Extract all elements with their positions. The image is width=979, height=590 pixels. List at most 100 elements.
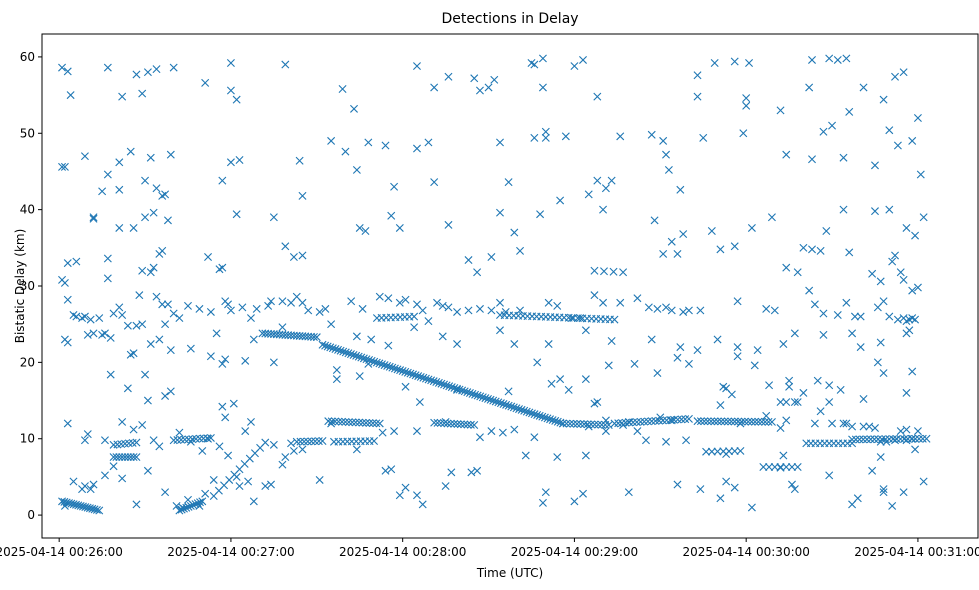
data-point xyxy=(218,359,227,368)
data-point xyxy=(679,307,688,316)
data-point xyxy=(579,489,588,498)
data-point xyxy=(782,263,791,272)
data-point xyxy=(845,107,854,116)
data-point xyxy=(463,388,472,397)
data-point xyxy=(352,351,361,360)
data-point xyxy=(215,442,224,451)
data-point xyxy=(765,381,774,390)
data-point xyxy=(913,114,922,122)
data-point xyxy=(609,267,618,276)
data-point xyxy=(583,420,592,429)
data-point xyxy=(653,304,662,313)
data-point xyxy=(893,315,902,324)
data-point xyxy=(785,376,794,385)
data-point xyxy=(581,451,590,460)
data-point xyxy=(653,369,662,378)
data-point xyxy=(106,370,115,379)
data-point xyxy=(475,304,484,313)
data-point xyxy=(388,363,397,372)
data-point xyxy=(599,205,608,214)
data-point xyxy=(172,501,181,510)
data-point xyxy=(644,303,653,312)
data-point xyxy=(487,427,496,436)
data-point xyxy=(911,231,920,240)
data-point xyxy=(89,480,98,489)
data-point xyxy=(553,453,562,462)
data-point xyxy=(103,254,112,263)
data-point xyxy=(567,314,576,323)
data-point xyxy=(314,437,323,446)
data-point xyxy=(383,361,392,370)
data-point xyxy=(900,434,909,443)
data-point xyxy=(517,405,526,414)
data-point xyxy=(365,419,374,427)
data-point xyxy=(502,400,511,409)
data-point xyxy=(338,417,346,426)
data-point xyxy=(395,491,404,500)
data-point xyxy=(307,437,316,446)
data-point xyxy=(877,435,886,444)
y-tick-label: 60 xyxy=(20,50,35,64)
data-point xyxy=(544,298,553,307)
data-point xyxy=(902,436,911,445)
data-point xyxy=(644,417,652,426)
data-point xyxy=(267,480,275,489)
data-point xyxy=(624,417,633,426)
data-point xyxy=(278,297,287,306)
data-point xyxy=(447,383,456,392)
data-point xyxy=(441,482,450,491)
data-point xyxy=(103,63,112,72)
data-point xyxy=(118,453,127,462)
data-point xyxy=(232,472,241,481)
data-point xyxy=(444,303,453,312)
data-point xyxy=(742,101,751,110)
data-point xyxy=(226,158,235,167)
data-point xyxy=(787,462,796,471)
data-point xyxy=(476,392,485,401)
data-point xyxy=(522,407,531,416)
data-point xyxy=(538,498,547,507)
data-point xyxy=(100,436,109,445)
data-point xyxy=(183,495,192,504)
data-point xyxy=(362,418,371,427)
data-point xyxy=(730,483,739,492)
data-point xyxy=(401,382,410,391)
data-point xyxy=(460,420,469,429)
data-point xyxy=(441,417,450,426)
data-point xyxy=(836,385,845,394)
data-point xyxy=(870,435,879,444)
data-point xyxy=(80,436,89,445)
data-point xyxy=(384,294,393,303)
data-point xyxy=(349,350,358,359)
data-point xyxy=(856,343,865,352)
data-point xyxy=(396,366,405,375)
data-point xyxy=(494,398,503,407)
data-point xyxy=(859,395,868,404)
data-point xyxy=(464,306,473,315)
data-point xyxy=(346,350,355,359)
data-point xyxy=(309,332,318,341)
data-point xyxy=(447,468,456,477)
data-point xyxy=(793,398,802,407)
data-point xyxy=(354,352,363,361)
data-point xyxy=(525,408,534,417)
data-point xyxy=(551,416,560,425)
data-point xyxy=(922,434,931,443)
data-point xyxy=(570,497,579,506)
data-point xyxy=(72,500,80,509)
data-point xyxy=(430,418,439,427)
data-point xyxy=(616,132,625,141)
data-point xyxy=(713,335,722,344)
data-point xyxy=(590,266,599,275)
data-point xyxy=(115,158,124,167)
data-point xyxy=(89,214,98,223)
data-point xyxy=(180,435,189,444)
data-point xyxy=(375,419,384,428)
data-point xyxy=(475,86,484,95)
data-point xyxy=(466,420,475,429)
data-point xyxy=(95,506,104,515)
data-point xyxy=(186,501,195,510)
y-tick-label: 0 xyxy=(27,508,35,522)
data-point xyxy=(218,402,227,411)
data-point xyxy=(679,230,688,239)
